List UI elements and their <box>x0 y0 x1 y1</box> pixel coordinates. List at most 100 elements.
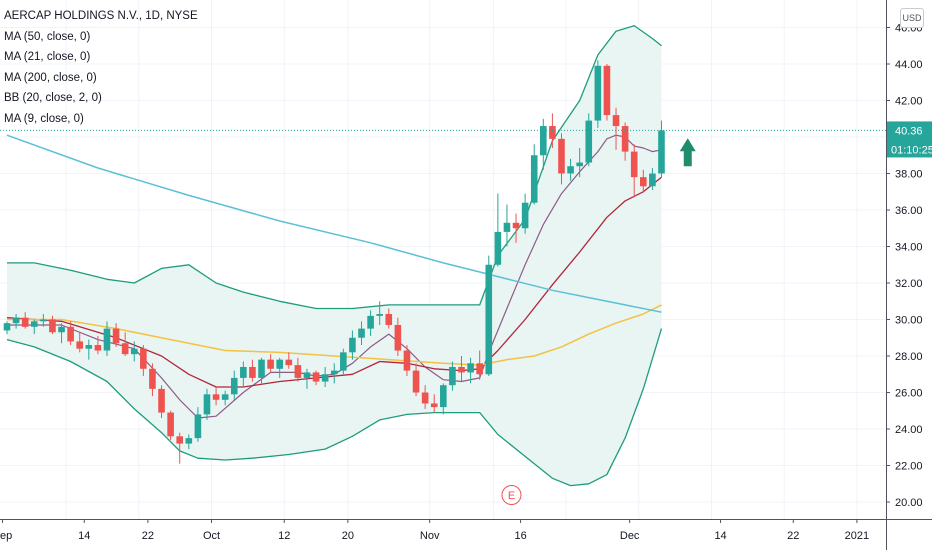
time-tick-label: 2021 <box>845 530 869 542</box>
candles <box>3 60 665 464</box>
candle-body <box>167 412 174 437</box>
candle-body <box>521 202 529 229</box>
candle-body <box>340 352 347 371</box>
candle <box>340 348 347 375</box>
candle-body <box>158 388 165 413</box>
earnings-circle <box>501 485 522 505</box>
time-tick-label: Sep <box>0 530 12 542</box>
candle <box>576 147 583 178</box>
candle <box>612 107 620 150</box>
candle <box>476 350 483 380</box>
candle <box>594 60 602 128</box>
candle <box>267 354 274 373</box>
candle-body <box>312 372 320 382</box>
candle <box>312 370 320 386</box>
study-bb-label[interactable]: BB (20, close, 2, 0) <box>4 92 102 104</box>
candle <box>176 432 184 464</box>
candle <box>76 332 84 353</box>
candle-body <box>367 315 374 329</box>
candle <box>349 330 356 360</box>
study-ma21-label[interactable]: MA (21, close, 0) <box>4 51 91 63</box>
currency-button[interactable]: USD <box>900 8 924 28</box>
candle <box>149 363 156 397</box>
candle-body <box>558 138 565 174</box>
signal-arrow-up-icon <box>679 138 696 167</box>
candle-body <box>285 359 293 366</box>
time-tick-label: 12 <box>278 530 290 542</box>
candle <box>640 169 647 192</box>
candle-body <box>494 231 502 265</box>
time-tick-label: Nov <box>420 530 440 542</box>
candle-body <box>576 162 583 167</box>
candle-body <box>49 319 56 333</box>
study-ma9-label[interactable]: MA (9, close, 0) <box>4 112 84 125</box>
candle-body <box>376 314 383 316</box>
candle <box>403 345 411 377</box>
candle-body <box>440 385 447 408</box>
candle <box>321 366 329 388</box>
candle-body <box>385 314 393 325</box>
candle-body <box>40 319 47 322</box>
candle-body <box>358 328 365 338</box>
candle-body <box>58 326 65 333</box>
candle-body <box>585 120 593 163</box>
candle <box>530 144 538 205</box>
candle <box>603 64 611 121</box>
candle <box>458 356 465 382</box>
candle-body <box>21 317 29 327</box>
candle-body <box>258 359 265 378</box>
study-ma50-label[interactable]: MA (50, close, 0) <box>4 30 91 43</box>
candle-body <box>449 366 456 386</box>
candle <box>358 321 365 346</box>
candle-body <box>176 436 184 444</box>
candle <box>503 204 511 247</box>
candle-body <box>230 377 238 395</box>
last-price-label: 40.36 <box>895 125 923 137</box>
candle-body <box>212 394 220 400</box>
candle-body <box>249 366 256 378</box>
time-tick-label: 22 <box>787 530 799 542</box>
candle <box>212 387 220 406</box>
price-tick-label: 24.00 <box>895 424 923 436</box>
candle-body <box>303 372 311 378</box>
candle-body <box>294 365 302 378</box>
price-tick-label: 30.00 <box>895 315 923 327</box>
candle <box>21 312 29 329</box>
ma50-line <box>7 304 662 366</box>
candle <box>658 120 665 178</box>
candle <box>3 321 11 335</box>
candle <box>58 323 65 344</box>
candle <box>294 357 302 382</box>
candle <box>394 317 402 356</box>
candle-body <box>67 326 74 342</box>
symbol-title[interactable]: AERCAP HOLDINGS N.V., 1D, NYSE <box>4 10 198 22</box>
price-axis: 20.00 22.00 24.00 26.00 28.00 30.00 32.00 34.00… <box>886 23 923 509</box>
candle-body <box>85 345 93 349</box>
candle <box>185 434 193 450</box>
candle-body <box>76 341 84 349</box>
candle-body <box>612 115 620 127</box>
candle-body <box>485 264 493 375</box>
candle <box>194 407 202 442</box>
candle-body <box>658 130 665 174</box>
candle <box>49 315 56 335</box>
candle <box>630 144 638 198</box>
time-tick-label: 14 <box>78 530 90 542</box>
last-price-badge <box>887 121 932 158</box>
candle <box>230 370 238 400</box>
candle-body <box>412 370 420 393</box>
candle-body <box>621 126 629 152</box>
ma200-line <box>6 134 662 313</box>
candle-body <box>567 166 574 174</box>
earnings-marker: E <box>501 485 522 505</box>
candle-body <box>640 177 647 187</box>
price-tick-label: 28.00 <box>895 351 923 363</box>
study-ma200-label[interactable]: MA (200, close, 0) <box>4 71 97 84</box>
candle <box>512 213 520 243</box>
candle <box>540 118 547 170</box>
candle <box>249 359 256 382</box>
candle-body <box>94 345 102 351</box>
candle-body <box>430 403 438 408</box>
